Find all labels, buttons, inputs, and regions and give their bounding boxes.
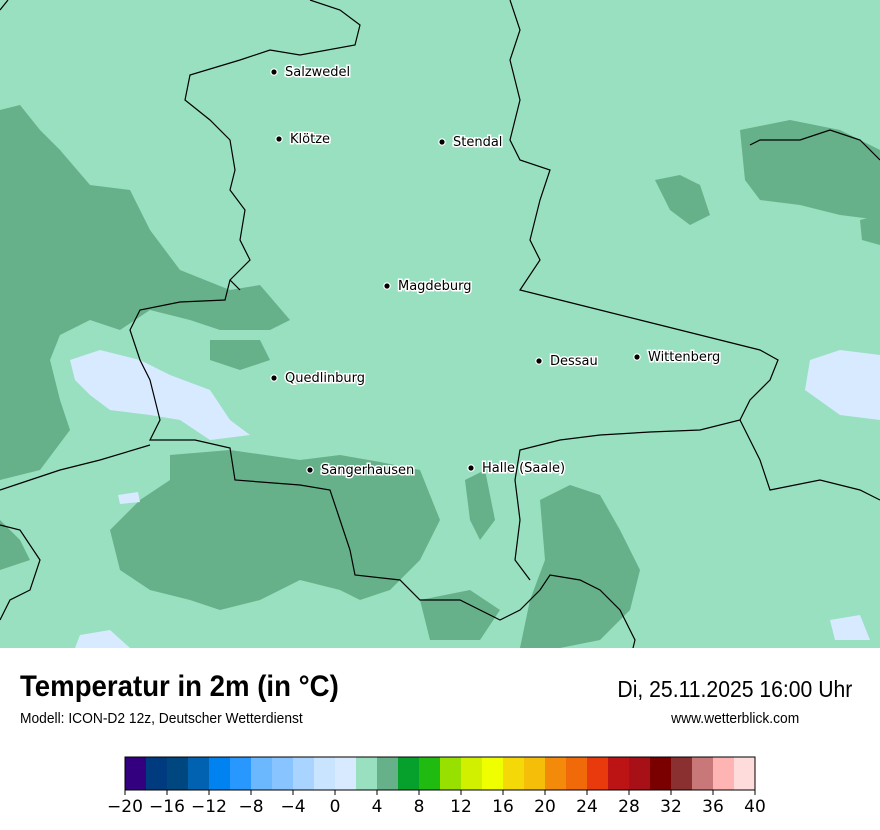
legend-bin xyxy=(461,757,483,790)
legend-bin xyxy=(545,757,567,790)
city-stendal: Stendal xyxy=(438,134,504,152)
legend-bin xyxy=(629,757,651,790)
city-dot xyxy=(467,464,475,472)
legend-tick-label: 40 xyxy=(744,797,766,817)
state-border xyxy=(0,0,9,11)
temperature-zone-0-2 xyxy=(70,350,880,648)
legend-bin xyxy=(671,757,693,790)
legend-tick-label: 4 xyxy=(372,797,383,817)
temperature-zone-4-6 xyxy=(0,105,880,648)
legend-tick-label: −8 xyxy=(238,797,263,817)
city-markers: Salzwedel Klötze Stendal Magdeburg Dessau Wit… xyxy=(270,64,722,480)
city-dot xyxy=(275,135,283,143)
city-dot xyxy=(535,357,543,365)
city-label: Salzwedel xyxy=(285,65,350,80)
legend-tick-label: 16 xyxy=(492,797,514,817)
city-dot xyxy=(270,68,278,76)
city-label: Halle (Saale) xyxy=(482,461,565,476)
forecast-datetime: Di, 25.11.2025 16:00 Uhr xyxy=(617,676,852,702)
temperature-map: Salzwedel Klötze Stendal Magdeburg Dessau Wit… xyxy=(0,0,880,648)
legend-bin xyxy=(566,757,588,790)
city-label: Sangerhausen xyxy=(321,463,414,478)
city-label: Wittenberg xyxy=(648,350,720,365)
city-klötze: Klötze xyxy=(275,131,332,149)
state-border xyxy=(739,419,880,501)
city-label: Stendal xyxy=(453,135,502,150)
legend-bin xyxy=(377,757,399,790)
legend-bin xyxy=(335,757,357,790)
legend-bin xyxy=(608,757,630,790)
city-magdeburg: Magdeburg xyxy=(383,278,473,296)
legend-tick-label: −4 xyxy=(280,797,305,817)
legend-bin xyxy=(734,757,756,790)
legend-bin xyxy=(524,757,546,790)
city-salzwedel: Salzwedel xyxy=(270,64,352,82)
legend-tick-label: 36 xyxy=(702,797,724,817)
city-quedlinburg: Quedlinburg xyxy=(270,370,367,388)
legend-bin xyxy=(440,757,462,790)
legend-bin xyxy=(356,757,378,790)
legend-bin xyxy=(167,757,189,790)
city-dot xyxy=(270,374,278,382)
city-label: Dessau xyxy=(550,354,598,369)
legend-bin xyxy=(482,757,504,790)
state-border xyxy=(229,279,241,291)
city-dessau: Dessau xyxy=(535,353,599,371)
city-label: Magdeburg xyxy=(398,279,472,294)
city-label: Quedlinburg xyxy=(285,371,365,386)
legend-bin xyxy=(146,757,168,790)
color-legend: −20 −16 −12 −8 −4 0 4 8 12 16 20 24 28 32 36 40 xyxy=(107,756,766,817)
legend-tick-label: 0 xyxy=(330,797,341,817)
legend-bin xyxy=(419,757,441,790)
legend-tick-label: 28 xyxy=(618,797,640,817)
legend-tick-label: 8 xyxy=(414,797,425,817)
state-border xyxy=(509,0,779,581)
legend-bin xyxy=(272,757,294,790)
city-sangerhausen: Sangerhausen xyxy=(306,462,416,480)
country-border xyxy=(749,129,880,161)
city-dot xyxy=(633,353,641,361)
legend-tick-label: −12 xyxy=(191,797,227,817)
legend-bin xyxy=(188,757,210,790)
legend-tick-label: 20 xyxy=(534,797,556,817)
city-wittenberg: Wittenberg xyxy=(633,349,722,367)
legend-bin xyxy=(125,757,147,790)
legend-bin xyxy=(650,757,672,790)
state-border xyxy=(0,444,151,491)
legend-tick-label: −20 xyxy=(107,797,143,817)
legend-tick-label: 24 xyxy=(576,797,598,817)
city-dot xyxy=(306,466,314,474)
legend-bin xyxy=(692,757,714,790)
map-title: Temperatur in 2m (in °C) xyxy=(20,670,339,703)
model-info: Modell: ICON-D2 12z, Deutscher Wetterdie… xyxy=(20,710,303,727)
city-label: Klötze xyxy=(290,132,330,147)
legend-bin xyxy=(230,757,252,790)
state-border xyxy=(129,0,636,648)
borders xyxy=(0,0,880,648)
legend-bin xyxy=(251,757,273,790)
legend-tick-label: 12 xyxy=(450,797,472,817)
legend-bin xyxy=(293,757,315,790)
website-link[interactable]: www.wetterblick.com xyxy=(670,710,799,727)
city-halle-saale-: Halle (Saale) xyxy=(467,460,567,478)
legend-tick-label: −16 xyxy=(149,797,185,817)
legend-bin xyxy=(398,757,420,790)
legend-bin xyxy=(713,757,735,790)
state-border xyxy=(0,524,41,621)
city-dot xyxy=(438,138,446,146)
legend-tick-label: 32 xyxy=(660,797,682,817)
city-dot xyxy=(383,282,391,290)
legend-bin xyxy=(209,757,231,790)
legend-bin xyxy=(314,757,336,790)
legend-bin xyxy=(503,757,525,790)
legend-bin xyxy=(587,757,609,790)
